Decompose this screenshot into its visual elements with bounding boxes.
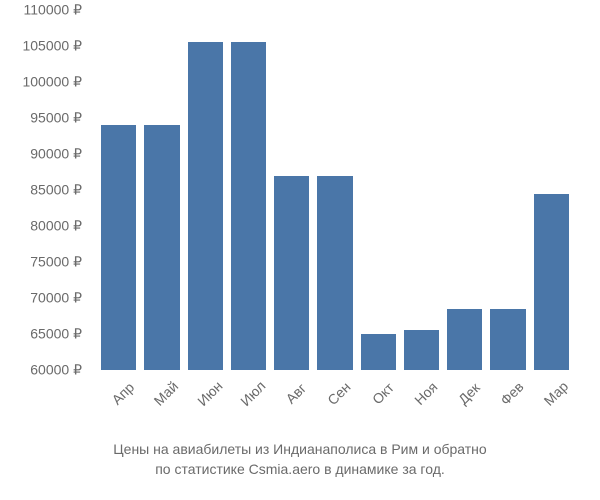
caption-line-2: по статистике Csmia.aero в динамике за г… bbox=[20, 460, 580, 480]
y-tick-label: 85000 ₽ bbox=[30, 182, 82, 199]
y-tick-label: 70000 ₽ bbox=[30, 290, 82, 307]
y-tick-label: 100000 ₽ bbox=[22, 74, 82, 91]
x-tick-label: Июл bbox=[235, 375, 271, 411]
bar bbox=[274, 176, 309, 370]
x-tick-label: Июн bbox=[191, 375, 227, 411]
y-tick-label: 110000 ₽ bbox=[24, 2, 82, 19]
x-tick-label: Фев bbox=[494, 375, 530, 411]
x-tick-label: Апр bbox=[105, 375, 141, 411]
bars-group bbox=[95, 10, 575, 370]
bar bbox=[490, 309, 525, 370]
bar bbox=[534, 194, 569, 370]
y-tick-label: 65000 ₽ bbox=[30, 326, 82, 343]
y-tick-label: 95000 ₽ bbox=[30, 110, 82, 127]
x-tick-label: Сен bbox=[321, 375, 357, 411]
y-tick-label: 60000 ₽ bbox=[30, 362, 82, 379]
y-axis: 110000 ₽105000 ₽100000 ₽95000 ₽90000 ₽85… bbox=[0, 10, 90, 370]
bar bbox=[101, 125, 136, 370]
y-tick-label: 75000 ₽ bbox=[30, 254, 82, 271]
chart-caption: Цены на авиабилеты из Индианаполиса в Ри… bbox=[0, 440, 600, 479]
bar bbox=[447, 309, 482, 370]
y-tick-label: 105000 ₽ bbox=[22, 38, 82, 55]
bar bbox=[361, 334, 396, 370]
x-tick-label: Ноя bbox=[408, 375, 444, 411]
x-tick-label: Авг bbox=[278, 375, 314, 411]
y-tick-label: 90000 ₽ bbox=[30, 146, 82, 163]
x-tick-label: Дек bbox=[451, 375, 487, 411]
x-tick-label: Мар bbox=[537, 375, 573, 411]
x-tick-label: Окт bbox=[364, 375, 400, 411]
bar bbox=[144, 125, 179, 370]
bar bbox=[188, 42, 223, 370]
bar bbox=[317, 176, 352, 370]
bar bbox=[404, 330, 439, 370]
x-tick-label: Май bbox=[148, 375, 184, 411]
bar bbox=[231, 42, 266, 370]
x-axis-labels: АпрМайИюнИюлАвгСенОктНояДекФевМар bbox=[95, 375, 575, 391]
y-tick-label: 80000 ₽ bbox=[30, 218, 82, 235]
bar-chart bbox=[95, 10, 575, 370]
caption-line-1: Цены на авиабилеты из Индианаполиса в Ри… bbox=[20, 440, 580, 460]
